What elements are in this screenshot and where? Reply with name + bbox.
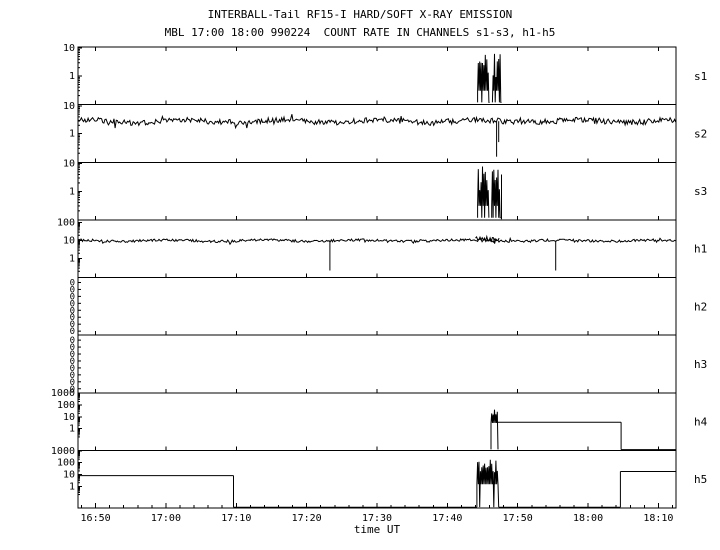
ytick-label-h2: 0: [70, 279, 75, 289]
ytick-label-h3: 0: [70, 385, 75, 395]
xtick-label-17:20: 17:20: [292, 513, 322, 524]
xtick-label-17:10: 17:10: [221, 513, 251, 524]
ytick-label-h3: 0: [70, 357, 75, 367]
ytick-label-h3: 0: [70, 343, 75, 353]
panel-frame-h2: [77, 277, 677, 336]
ytick-label-h3: 0: [70, 378, 75, 388]
panel-label-s3: s3: [694, 185, 707, 198]
ytick-label-h2: 0: [70, 285, 75, 295]
ytick-label-h5-1000: 1000: [51, 446, 75, 457]
ytick-label-h2: 0: [70, 327, 75, 337]
panel-label-h5: h5: [694, 473, 707, 486]
ytick-label-h1-1: 1: [69, 254, 75, 265]
series-s3-burst: [477, 166, 490, 218]
series-h5-burst: [476, 459, 500, 508]
ytick-label-h3: 0: [70, 336, 75, 346]
series-s2-noise: [77, 114, 677, 130]
series-h1-noise: [77, 236, 676, 246]
ytick-label-h2: 0: [70, 292, 75, 302]
ytick-label-s1-10: 10: [63, 43, 75, 54]
ytick-label-s3-10: 10: [63, 158, 75, 169]
ytick-label-h4-10: 10: [63, 412, 75, 423]
chart-subtitle: MBL 17:00 18:00 990224 COUNT RATE IN CHA…: [164, 26, 556, 39]
ytick-label-h4-1: 1: [69, 424, 75, 435]
series-s1-burst: [477, 54, 490, 103]
panel-frame-s2: [77, 104, 677, 163]
panel-frame-s1: [77, 46, 677, 106]
panel-frame-h1: [77, 219, 677, 279]
ytick-label-h3: 0: [70, 371, 75, 381]
ytick-label-s3-1: 1: [69, 186, 75, 197]
ytick-label-h5-100: 100: [57, 458, 75, 469]
series-h1-noise: [475, 234, 500, 244]
ytick-label-h2: 0: [70, 299, 75, 309]
panel-h1: 100 10 1: [57, 218, 677, 279]
panel-s3: 10 1: [63, 158, 677, 221]
ytick-label-s2-1: 1: [69, 129, 75, 140]
chart-title: INTERBALL-Tail RF15-I HARD/SOFT X-RAY EM…: [207, 8, 513, 21]
panel-frame-h3: [77, 334, 677, 394]
ytick-label-s1-1: 1: [69, 71, 75, 82]
ytick-label-h4-100: 100: [57, 400, 75, 411]
ytick-label-h1-10: 10: [63, 236, 75, 247]
ytick-label-h2: 0: [70, 306, 75, 316]
xtick-label-17:30: 17:30: [362, 513, 392, 524]
series-h4-burst: [490, 409, 499, 450]
ytick-label-h5-1: 1: [69, 481, 75, 492]
xtick-label-18:00: 18:00: [573, 513, 603, 524]
x-axis-label: time UT: [353, 523, 401, 536]
ytick-label-h4-1000: 1000: [51, 388, 75, 399]
panel-s1: 10 1: [63, 43, 677, 106]
panel-label-s2: s2: [694, 127, 707, 140]
panel-frame-h4: [77, 392, 677, 451]
panel-s2: 10 1: [63, 101, 677, 163]
panel-label-h3: h3: [694, 358, 707, 371]
xtick-label-17:00: 17:00: [151, 513, 181, 524]
panel-frame-h5: [77, 449, 677, 509]
ytick-label-h1-100: 100: [57, 218, 75, 229]
ytick-label-h5-10: 10: [63, 469, 75, 480]
ytick-label-h2: 0: [70, 313, 75, 323]
xtick-label-17:50: 17:50: [503, 513, 533, 524]
panel-label-h1: h1: [694, 243, 707, 256]
panel-label-s1: s1: [694, 70, 707, 83]
series-s3-burst: [491, 169, 501, 219]
xtick-label-17:40: 17:40: [432, 513, 462, 524]
xtick-label-18:10: 18:10: [643, 513, 673, 524]
ytick-label-h3: 0: [70, 350, 75, 360]
panel-label-h4: h4: [694, 416, 708, 429]
panel-label-h2: h2: [694, 300, 707, 313]
panel-frame-s3: [77, 161, 677, 221]
ytick-label-s2-10: 10: [63, 101, 75, 112]
ytick-label-h3: 0: [70, 364, 75, 374]
series-s1-burst: [491, 53, 502, 103]
xtick-label-16:50: 16:50: [81, 513, 111, 524]
ytick-label-h2: 0: [70, 320, 75, 330]
